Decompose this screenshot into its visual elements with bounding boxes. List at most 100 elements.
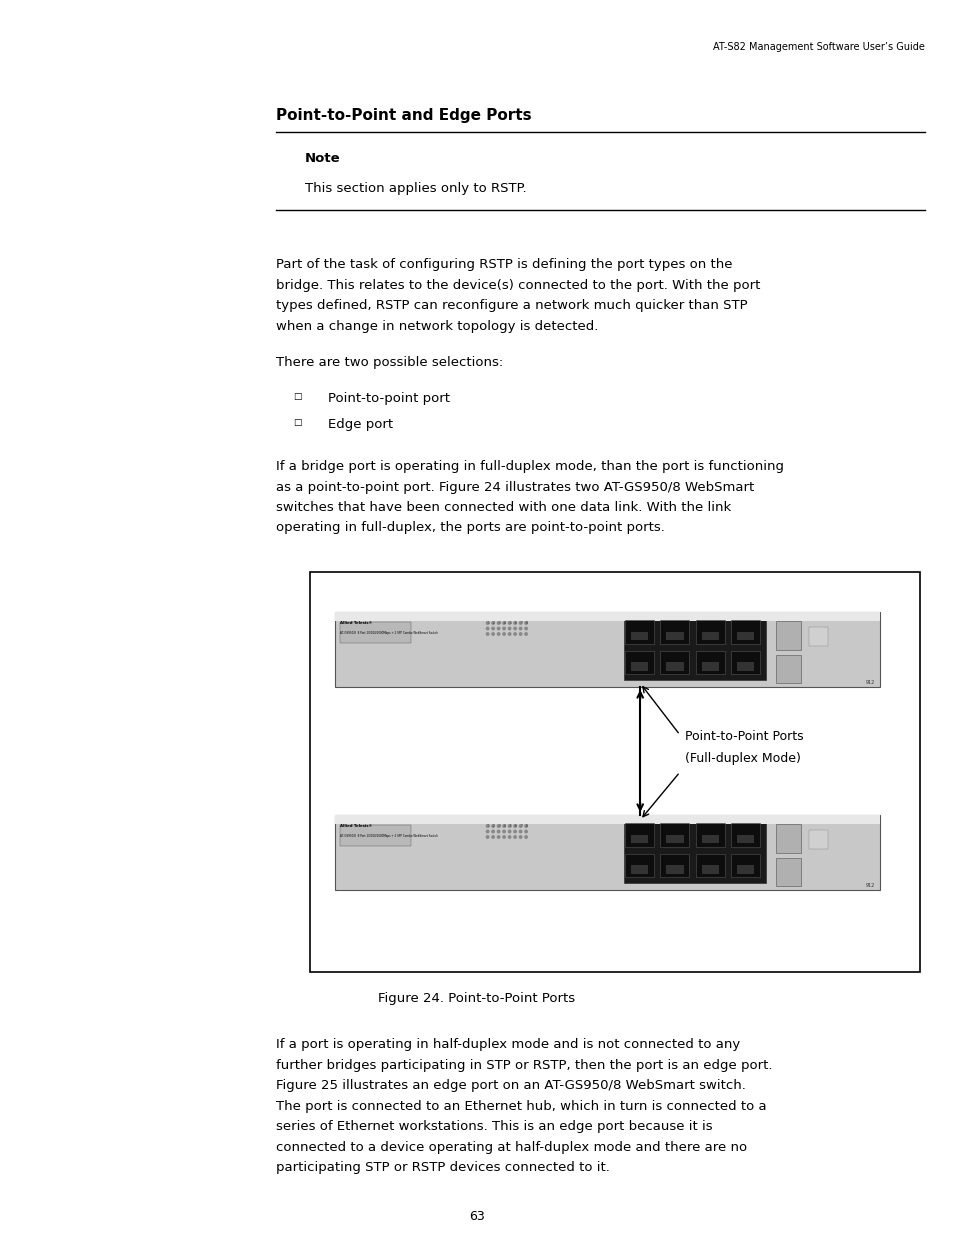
Text: 3: 3 — [498, 621, 500, 625]
Circle shape — [497, 836, 499, 839]
Circle shape — [486, 621, 488, 624]
Text: 8: 8 — [525, 621, 527, 625]
Bar — [776, 621, 801, 650]
Bar — [659, 620, 689, 643]
Bar — [623, 821, 764, 883]
Circle shape — [486, 632, 488, 635]
Text: There are two possible selections:: There are two possible selections: — [275, 356, 503, 369]
Circle shape — [492, 621, 494, 624]
Bar — [736, 866, 754, 874]
Circle shape — [518, 830, 521, 832]
Circle shape — [497, 830, 499, 832]
Circle shape — [486, 627, 488, 630]
Text: Point-to-point port: Point-to-point port — [328, 391, 450, 405]
Bar — [730, 651, 760, 674]
Text: Figure 25 illustrates an edge port on an AT-GS950/8 WebSmart switch.: Figure 25 illustrates an edge port on an… — [275, 1079, 745, 1092]
Bar — [659, 651, 689, 674]
Circle shape — [514, 632, 516, 635]
Text: 3: 3 — [498, 824, 500, 827]
Text: 6: 6 — [515, 621, 517, 625]
Bar — [339, 622, 411, 643]
Text: Allied Telesis®: Allied Telesis® — [339, 621, 372, 625]
Text: 1: 1 — [487, 824, 489, 827]
Text: 912: 912 — [864, 680, 874, 685]
Text: If a bridge port is operating in full-duplex mode, than the port is functioning: If a bridge port is operating in full-du… — [275, 459, 783, 473]
Text: 1: 1 — [487, 621, 489, 625]
Text: 4: 4 — [503, 621, 505, 625]
Bar — [700, 835, 719, 844]
Circle shape — [524, 830, 527, 832]
Bar — [695, 853, 724, 878]
Text: further bridges participating in STP or RSTP, then the port is an edge port.: further bridges participating in STP or … — [275, 1058, 772, 1072]
Bar — [700, 866, 719, 874]
Text: AT-GS950/8  8 Port 10/100/1000Mbps + 2 SFP Combo WebSmart Switch: AT-GS950/8 8 Port 10/100/1000Mbps + 2 SF… — [339, 631, 437, 635]
Bar — [776, 824, 801, 852]
Text: This section applies only to RSTP.: This section applies only to RSTP. — [305, 182, 526, 195]
Circle shape — [497, 621, 499, 624]
Text: Part of the task of configuring RSTP is defining the port types on the: Part of the task of configuring RSTP is … — [275, 258, 732, 270]
Bar — [808, 830, 827, 848]
Circle shape — [514, 621, 516, 624]
Bar — [695, 620, 724, 643]
Bar — [310, 572, 919, 972]
Text: series of Ethernet workstations. This is an edge port because it is: series of Ethernet workstations. This is… — [275, 1120, 712, 1132]
Circle shape — [524, 836, 527, 839]
Bar — [695, 823, 724, 847]
Circle shape — [492, 836, 494, 839]
Text: 7: 7 — [520, 824, 522, 827]
Circle shape — [524, 627, 527, 630]
Circle shape — [486, 836, 488, 839]
Circle shape — [508, 632, 510, 635]
Circle shape — [524, 632, 527, 635]
Circle shape — [502, 830, 505, 832]
Circle shape — [492, 825, 494, 827]
Text: Edge port: Edge port — [328, 417, 393, 431]
Bar — [630, 866, 647, 874]
Text: switches that have been connected with one data link. With the link: switches that have been connected with o… — [275, 501, 731, 514]
Bar — [339, 825, 411, 846]
Circle shape — [514, 825, 516, 827]
Bar — [630, 662, 647, 671]
Circle shape — [492, 830, 494, 832]
Bar — [736, 835, 754, 844]
Circle shape — [508, 825, 510, 827]
Text: 5: 5 — [509, 621, 511, 625]
Bar — [776, 858, 801, 887]
Circle shape — [518, 621, 521, 624]
Text: □: □ — [293, 417, 301, 427]
Bar — [623, 619, 764, 680]
Circle shape — [497, 632, 499, 635]
Text: □: □ — [293, 391, 301, 401]
Bar — [665, 835, 682, 844]
Bar — [730, 853, 760, 878]
Bar — [624, 620, 653, 643]
Text: The port is connected to an Ethernet hub, which in turn is connected to a: The port is connected to an Ethernet hub… — [275, 1099, 766, 1113]
Circle shape — [518, 836, 521, 839]
Circle shape — [502, 825, 505, 827]
Text: 2: 2 — [493, 824, 495, 827]
Text: 6: 6 — [515, 824, 517, 827]
Circle shape — [508, 621, 510, 624]
Circle shape — [508, 836, 510, 839]
Bar — [700, 662, 719, 671]
Circle shape — [518, 632, 521, 635]
Bar — [700, 632, 719, 640]
Text: 4: 4 — [503, 824, 505, 827]
Circle shape — [492, 627, 494, 630]
Bar — [630, 835, 647, 844]
Circle shape — [514, 627, 516, 630]
Bar — [665, 866, 682, 874]
Bar — [695, 651, 724, 674]
Circle shape — [502, 627, 505, 630]
Text: as a point-to-point port. Figure 24 illustrates two AT-GS950/8 WebSmart: as a point-to-point port. Figure 24 illu… — [275, 480, 754, 494]
Bar — [730, 823, 760, 847]
Bar — [659, 823, 689, 847]
Text: (Full-duplex Mode): (Full-duplex Mode) — [684, 752, 800, 764]
Bar — [736, 662, 754, 671]
Text: 63: 63 — [469, 1210, 484, 1223]
Bar — [630, 632, 647, 640]
Text: Note: Note — [305, 152, 340, 165]
Text: types defined, RSTP can reconfigure a network much quicker than STP: types defined, RSTP can reconfigure a ne… — [275, 299, 747, 312]
Bar — [335, 815, 879, 890]
Circle shape — [508, 830, 510, 832]
